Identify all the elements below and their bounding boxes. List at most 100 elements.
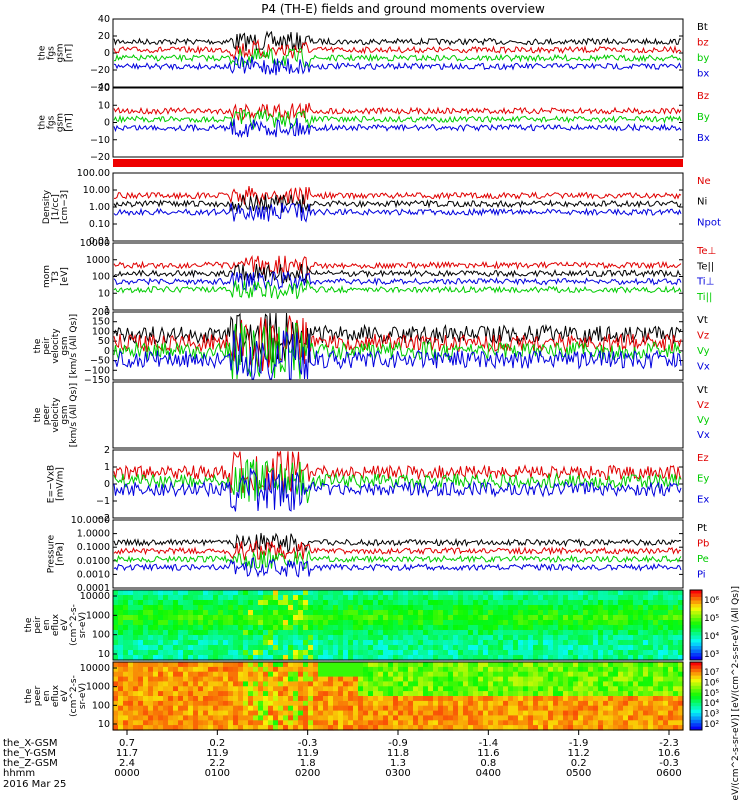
- spectrogram-cell: [333, 600, 339, 606]
- spectrogram-cell: [193, 605, 199, 611]
- spectrogram-cell: [413, 600, 419, 606]
- spectrogram-cell: [498, 600, 504, 606]
- spectrogram-cell: [603, 705, 609, 712]
- spectrogram-cell: [163, 640, 169, 646]
- spectrogram-cell: [293, 662, 299, 668]
- y-axis-label-line: mom: [42, 265, 52, 288]
- spectrogram-cell: [603, 710, 609, 717]
- spectrogram-cell: [408, 705, 414, 712]
- spectrogram-cell: [318, 605, 324, 611]
- spectrogram-cell: [528, 662, 534, 668]
- spectrogram-cell: [613, 676, 619, 683]
- y-axis-label-line: eV: [60, 618, 70, 631]
- spectrogram-cell: [263, 650, 269, 656]
- spectrogram-cell: [583, 610, 589, 616]
- spectrogram-cell: [148, 676, 154, 683]
- spectrogram-cell: [668, 645, 674, 651]
- spectrogram-cell: [628, 590, 634, 596]
- spectrogram-cell: [148, 600, 154, 606]
- spectrogram-cell: [613, 681, 619, 687]
- spectrogram-cell: [138, 691, 144, 697]
- spectrogram-cell: [178, 720, 184, 726]
- spectrogram-cell: [473, 600, 479, 606]
- spectrogram-cell: [483, 705, 489, 712]
- spectrogram-cell: [438, 720, 444, 726]
- spectrogram-cell: [608, 650, 614, 656]
- spectrogram-cell: [298, 625, 304, 631]
- spectrogram-cell: [278, 671, 284, 678]
- spectrogram-cell: [303, 671, 309, 678]
- spectrogram-cell: [283, 625, 289, 631]
- spectrogram-cell: [293, 725, 299, 731]
- spectrogram-cell: [393, 610, 399, 616]
- colorbar-tick-label: 10⁵: [704, 614, 719, 624]
- spectrogram-cell: [623, 686, 629, 692]
- spectrogram-cell: [663, 686, 669, 692]
- y-axis-label-line: sr-eV): [78, 683, 88, 709]
- spectrogram-cell: [143, 676, 149, 683]
- spectrogram-cell: [148, 666, 154, 673]
- spectrogram-cell: [513, 715, 519, 721]
- spectrogram-cell: [268, 686, 274, 692]
- spectrogram-cell: [168, 725, 174, 731]
- spectrogram-cell: [523, 655, 529, 661]
- spectrogram-cell: [258, 655, 264, 661]
- spectrogram-cell: [473, 605, 479, 611]
- spectrogram-cell: [598, 725, 604, 731]
- spectrogram-cell: [193, 686, 199, 692]
- spectrogram-cell: [628, 681, 634, 687]
- spectrogram-cell: [408, 710, 414, 717]
- spectrogram-cell: [488, 610, 494, 616]
- spectrogram-cell: [548, 630, 554, 636]
- colorbar-tick-label: 10⁴: [704, 632, 719, 642]
- spectrogram-cell: [403, 615, 409, 621]
- spectrogram-cell: [233, 635, 239, 641]
- spectrogram-cell: [203, 700, 209, 707]
- spectrogram-cell: [548, 715, 554, 721]
- spectrogram-cell: [508, 676, 514, 683]
- spectrogram-cell: [628, 676, 634, 683]
- spectrogram-cell: [318, 720, 324, 726]
- x-row-value: -0.3: [659, 758, 679, 769]
- spectrogram-cell: [353, 595, 359, 601]
- spectrogram-cell: [618, 700, 624, 707]
- spectrogram-cell: [493, 705, 499, 712]
- spectrogram-cell: [563, 625, 569, 631]
- spectrogram-cell: [173, 650, 179, 656]
- spectrogram-cell: [313, 620, 319, 626]
- spectrogram-cell: [668, 671, 674, 678]
- spectrogram-cell: [338, 595, 344, 601]
- spectrogram-cell: [298, 681, 304, 687]
- spectrogram-cell: [543, 600, 549, 606]
- spectrogram-cell: [118, 625, 124, 631]
- spectrogram-cell: [368, 630, 374, 636]
- spectrogram-cell: [293, 620, 299, 626]
- colorbar-cell: [690, 679, 702, 683]
- spectrogram-cell: [348, 662, 354, 668]
- spectrogram-cell: [608, 681, 614, 687]
- spectrogram-cell: [343, 666, 349, 673]
- spectrogram-cell: [358, 691, 364, 697]
- spectrogram-cell: [668, 615, 674, 621]
- spectrogram-cell: [193, 681, 199, 687]
- spectrogram-cell: [498, 595, 504, 601]
- legend-Te||: Te||: [696, 261, 714, 272]
- spectrogram-cell: [433, 590, 439, 596]
- spectrogram-cell: [113, 725, 119, 731]
- spectrogram-cell: [338, 676, 344, 683]
- spectrogram-cell: [553, 710, 559, 717]
- spectrogram-cell: [118, 662, 124, 668]
- spectrogram-cell: [433, 595, 439, 601]
- spectrogram-cell: [528, 615, 534, 621]
- spectrogram-cell: [518, 686, 524, 692]
- colorbar-cell: [690, 614, 702, 619]
- spectrogram-cell: [548, 700, 554, 707]
- spectrogram-cell: [173, 681, 179, 687]
- spectrogram-cell: [458, 610, 464, 616]
- spectrogram-cell: [343, 691, 349, 697]
- spectrogram-cell: [488, 595, 494, 601]
- spectrogram-cell: [653, 655, 659, 661]
- spectrogram-cell: [253, 715, 259, 721]
- spectrogram-cell: [508, 595, 514, 601]
- spectrogram-cell: [613, 605, 619, 611]
